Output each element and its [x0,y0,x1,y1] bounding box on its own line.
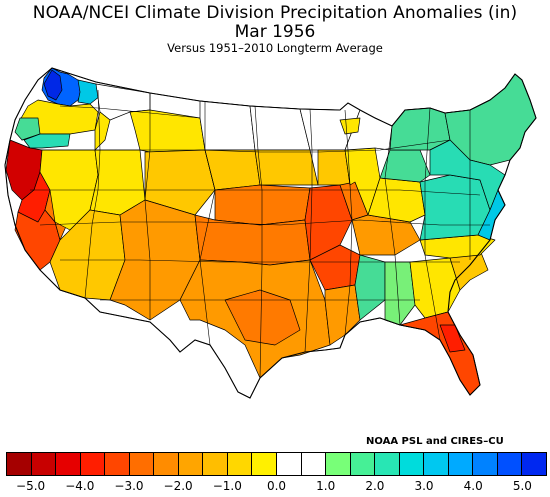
legend-swatch-3 [80,453,106,475]
division-boundary-2 [30,189,481,196]
division-boundary-0 [59,105,201,119]
legend-tick-label: 1.0 [316,479,336,493]
division-il-north [317,149,351,186]
legend-swatch-7 [178,453,204,475]
legend-tick-label: 2.0 [365,479,385,493]
division-or-coast [14,117,41,141]
division-boundary-13 [424,107,441,341]
division-la [324,284,361,346]
legend-swatch-8 [203,453,228,475]
legend-tick-label: −1.0 [212,479,242,493]
division-boundary-10 [304,108,313,353]
division-or-south [23,133,71,149]
legend-swatch-12 [301,453,327,475]
division-tx-central [224,289,301,346]
division-boundary-7 [144,93,151,320]
division-ia [254,149,319,186]
legend-swatch-15 [375,453,400,475]
division-boundary-9 [254,105,263,379]
legend-swatch-4 [105,453,130,475]
map-title: NOAA/NCEI Climate Division Precipitation… [32,3,518,23]
legend-swatch-2 [56,453,81,475]
us-precipitation-anomaly-map [4,67,537,399]
legend-swatch-14 [350,453,376,475]
legend-tick-label: 3.0 [414,479,434,493]
legend-swatch-1 [31,453,57,475]
division-az [49,209,126,301]
division-boundary-4 [60,259,460,263]
legend-swatch-5 [129,453,155,475]
division-fl [399,311,481,396]
climate-division-boundaries [4,67,537,399]
legend-swatch-0 [7,453,32,475]
legend-swatch-10 [252,453,278,475]
division-fl-central [439,324,466,353]
legend-tick-label: 0.0 [266,479,287,493]
legend-swatch-6 [154,453,179,475]
legend-tick-label: −2.0 [163,479,193,493]
legend-swatch-17 [424,453,449,475]
division-boundary-6 [84,89,101,299]
division-boundary-8 [199,101,216,346]
legend-swatch-9 [227,453,253,475]
map-baseline-note: Versus 1951–2010 Longterm Average [167,41,383,55]
division-boundary-11 [344,109,353,336]
us-border [4,67,537,399]
division-boundary-3 [39,219,490,226]
division-nm [109,199,201,321]
division-va-wv [419,174,491,241]
division-pa-ny [389,107,451,151]
division-mi-up [339,117,361,135]
legend-tick-label: −5.0 [16,479,46,493]
legend-swatch-21 [522,453,547,475]
legend-tick-label: 4.0 [463,479,483,493]
division-nd-sd [199,100,256,151]
legend-swatch-20 [497,453,523,475]
color-legend-ticks: −5.0 −4.0 −3.0 −2.0 −1.0 0.0 1.0 2.0 3.0 4.0 5.0 [0,479,550,495]
color-legend-bar [6,452,547,476]
legend-swatch-19 [473,453,498,475]
legend-swatch-11 [277,453,302,475]
legend-swatch-18 [448,453,474,475]
division-co [144,149,216,216]
legend-swatch-13 [326,453,351,475]
legend-tick-label: −3.0 [114,479,144,493]
division-wa-coast [43,69,63,101]
legend-swatch-16 [399,453,425,475]
division-ks [214,184,311,226]
data-credit: NOAA PSL and CIRES–CU [366,436,504,447]
climate-division-fills [4,67,537,399]
division-boundary-12 [384,125,401,326]
map-period: Mar 1956 [234,22,316,42]
legend-tick-label: 5.0 [512,479,532,493]
legend-tick-label: −4.0 [65,479,95,493]
